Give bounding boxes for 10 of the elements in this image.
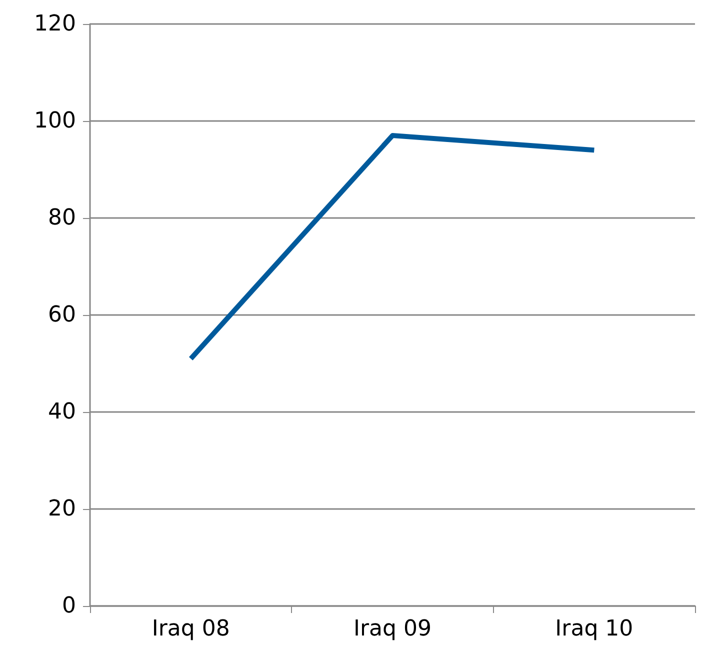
y-tick-label: 20 bbox=[48, 496, 76, 522]
x-tick-label: Iraq 09 bbox=[354, 616, 432, 642]
y-tick-label: 100 bbox=[34, 108, 76, 134]
y-tick-label: 0 bbox=[62, 594, 76, 618]
y-tick-label: 80 bbox=[48, 206, 76, 230]
y-tick-label: 40 bbox=[48, 400, 76, 424]
y-tick-label: 120 bbox=[34, 12, 76, 36]
x-tick-label: Iraq 08 bbox=[152, 616, 230, 642]
y-tick-label: 60 bbox=[48, 302, 76, 328]
x-tick-label: Iraq 10 bbox=[555, 616, 634, 642]
